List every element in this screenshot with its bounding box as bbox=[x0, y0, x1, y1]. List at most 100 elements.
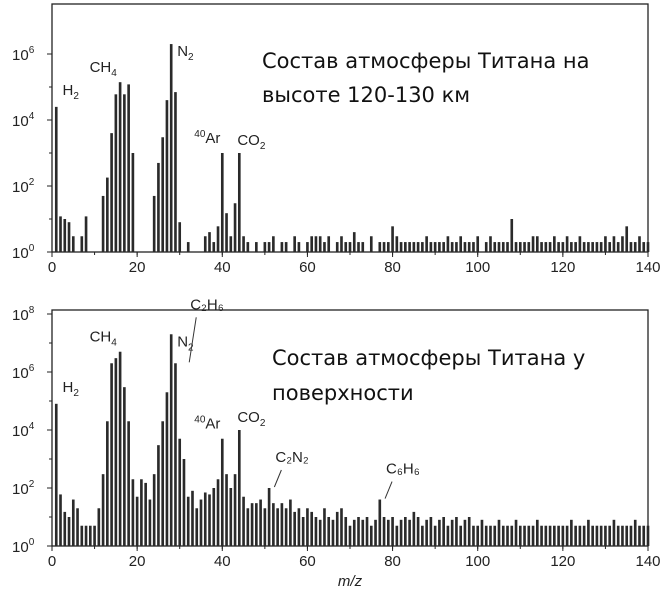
bar-mz-87 bbox=[421, 525, 424, 546]
bar-mz-110 bbox=[518, 525, 522, 546]
bar-mz-110 bbox=[518, 242, 522, 252]
bar-mz-59 bbox=[301, 517, 305, 546]
y-tick-label: 100 bbox=[12, 243, 35, 262]
bar-mz-114 bbox=[535, 236, 539, 252]
bar-mz-27 bbox=[165, 392, 169, 546]
bar-mz-72 bbox=[357, 517, 360, 546]
bar-mz-105 bbox=[497, 242, 501, 252]
bar-mz-115 bbox=[540, 525, 543, 546]
bar-mz-39 bbox=[216, 479, 220, 546]
x-tick-label: 140 bbox=[635, 553, 660, 570]
bar-mz-79 bbox=[386, 242, 390, 252]
y-tick-label: 102 bbox=[12, 177, 35, 196]
bar-mz-37 bbox=[208, 232, 211, 252]
bar-mz-19 bbox=[131, 153, 135, 252]
bar-mz-43 bbox=[233, 474, 237, 546]
bar-mz-96 bbox=[459, 236, 463, 252]
bar-mz-113 bbox=[531, 525, 535, 546]
bar-mz-30 bbox=[178, 222, 182, 252]
bar-mz-139 bbox=[642, 242, 646, 252]
bar-mz-52 bbox=[272, 236, 275, 252]
bar-mz-20 bbox=[135, 496, 139, 546]
bar-mz-122 bbox=[570, 242, 573, 252]
bar-mz-120 bbox=[561, 242, 565, 252]
bar-mz-81 bbox=[395, 525, 399, 546]
bar-mz-40 bbox=[220, 438, 224, 546]
bar-mz-118 bbox=[553, 236, 556, 252]
bar-mz-36 bbox=[203, 492, 207, 546]
bar-mz-105 bbox=[497, 519, 501, 546]
bar-mz-48 bbox=[255, 503, 258, 546]
bar-mz-85 bbox=[412, 242, 416, 252]
bar-mz-112 bbox=[527, 525, 531, 546]
bar-mz-36 bbox=[203, 236, 207, 252]
bar-mz-65 bbox=[327, 236, 331, 252]
bar-mz-106 bbox=[501, 525, 505, 546]
bar-mz-31 bbox=[182, 459, 186, 546]
bar-mz-111 bbox=[523, 242, 526, 252]
bar-mz-103 bbox=[489, 236, 492, 252]
bar-mz-7 bbox=[80, 236, 84, 252]
bar-mz-58 bbox=[297, 242, 301, 252]
bar-mz-30 bbox=[178, 438, 182, 546]
bar-mz-2 bbox=[59, 494, 62, 546]
bar-mz-9 bbox=[88, 525, 92, 546]
bar-mz-63 bbox=[318, 236, 322, 252]
bar-mz-78 bbox=[382, 517, 386, 546]
bar-mz-99 bbox=[472, 242, 475, 252]
bar-mz-135 bbox=[625, 226, 629, 252]
bar-mz-61 bbox=[310, 511, 314, 546]
plot-frame bbox=[51, 3, 649, 253]
bar-mz-46 bbox=[246, 508, 250, 546]
x-tick-label: 60 bbox=[299, 259, 316, 276]
bar-mz-115 bbox=[540, 242, 543, 252]
peak-label: N2 bbox=[177, 43, 194, 63]
x-tick-label: 120 bbox=[550, 553, 575, 570]
peak-label: CO2 bbox=[237, 132, 265, 152]
bar-mz-124 bbox=[578, 236, 582, 252]
bar-mz-118 bbox=[553, 525, 556, 546]
bar-mz-137 bbox=[633, 242, 637, 252]
bar-mz-119 bbox=[557, 525, 560, 546]
bar-mz-25 bbox=[157, 445, 160, 546]
peak-label: H2 bbox=[63, 379, 80, 399]
bar-mz-87 bbox=[421, 242, 424, 252]
bar-mz-75 bbox=[369, 236, 373, 252]
bar-mz-25 bbox=[157, 162, 160, 252]
bar-mz-26 bbox=[161, 421, 165, 546]
chart-title-line: высоте 120-130 км bbox=[262, 83, 470, 107]
bar-mz-5 bbox=[71, 236, 75, 252]
bar-mz-67 bbox=[335, 242, 339, 252]
bar-mz-46 bbox=[246, 242, 250, 252]
bar-mz-17 bbox=[123, 387, 126, 546]
bar-mz-23 bbox=[148, 499, 152, 546]
bar-mz-136 bbox=[629, 525, 633, 546]
bar-mz-39 bbox=[216, 226, 220, 252]
bar-mz-82 bbox=[399, 242, 403, 252]
bar-mz-12 bbox=[101, 195, 105, 252]
bar-mz-121 bbox=[565, 525, 569, 546]
bar-mz-119 bbox=[557, 242, 560, 252]
bar-mz-68 bbox=[340, 508, 343, 546]
bar-mz-16 bbox=[118, 82, 122, 253]
bar-mz-88 bbox=[425, 236, 428, 252]
bar-mz-88 bbox=[425, 519, 428, 546]
bar-mz-125 bbox=[582, 525, 586, 546]
bar-mz-77 bbox=[378, 242, 382, 252]
bar-mz-5 bbox=[71, 499, 75, 546]
x-tick-label: 20 bbox=[129, 259, 146, 276]
bar-mz-140 bbox=[646, 242, 650, 252]
bar-mz-137 bbox=[633, 519, 637, 546]
bar-mz-73 bbox=[361, 519, 365, 546]
bar-mz-54 bbox=[280, 503, 284, 546]
bar-mz-72 bbox=[357, 242, 360, 252]
bar-mz-70 bbox=[348, 242, 352, 252]
bar-mz-83 bbox=[404, 242, 407, 252]
bar-mz-16 bbox=[118, 351, 122, 546]
bar-mz-41 bbox=[225, 213, 228, 252]
bar-mz-28 bbox=[169, 334, 173, 546]
bar-mz-42 bbox=[229, 236, 233, 252]
bar-mz-130 bbox=[604, 236, 607, 252]
peak-label: 40Ar bbox=[194, 129, 220, 147]
bar-mz-92 bbox=[442, 517, 445, 546]
